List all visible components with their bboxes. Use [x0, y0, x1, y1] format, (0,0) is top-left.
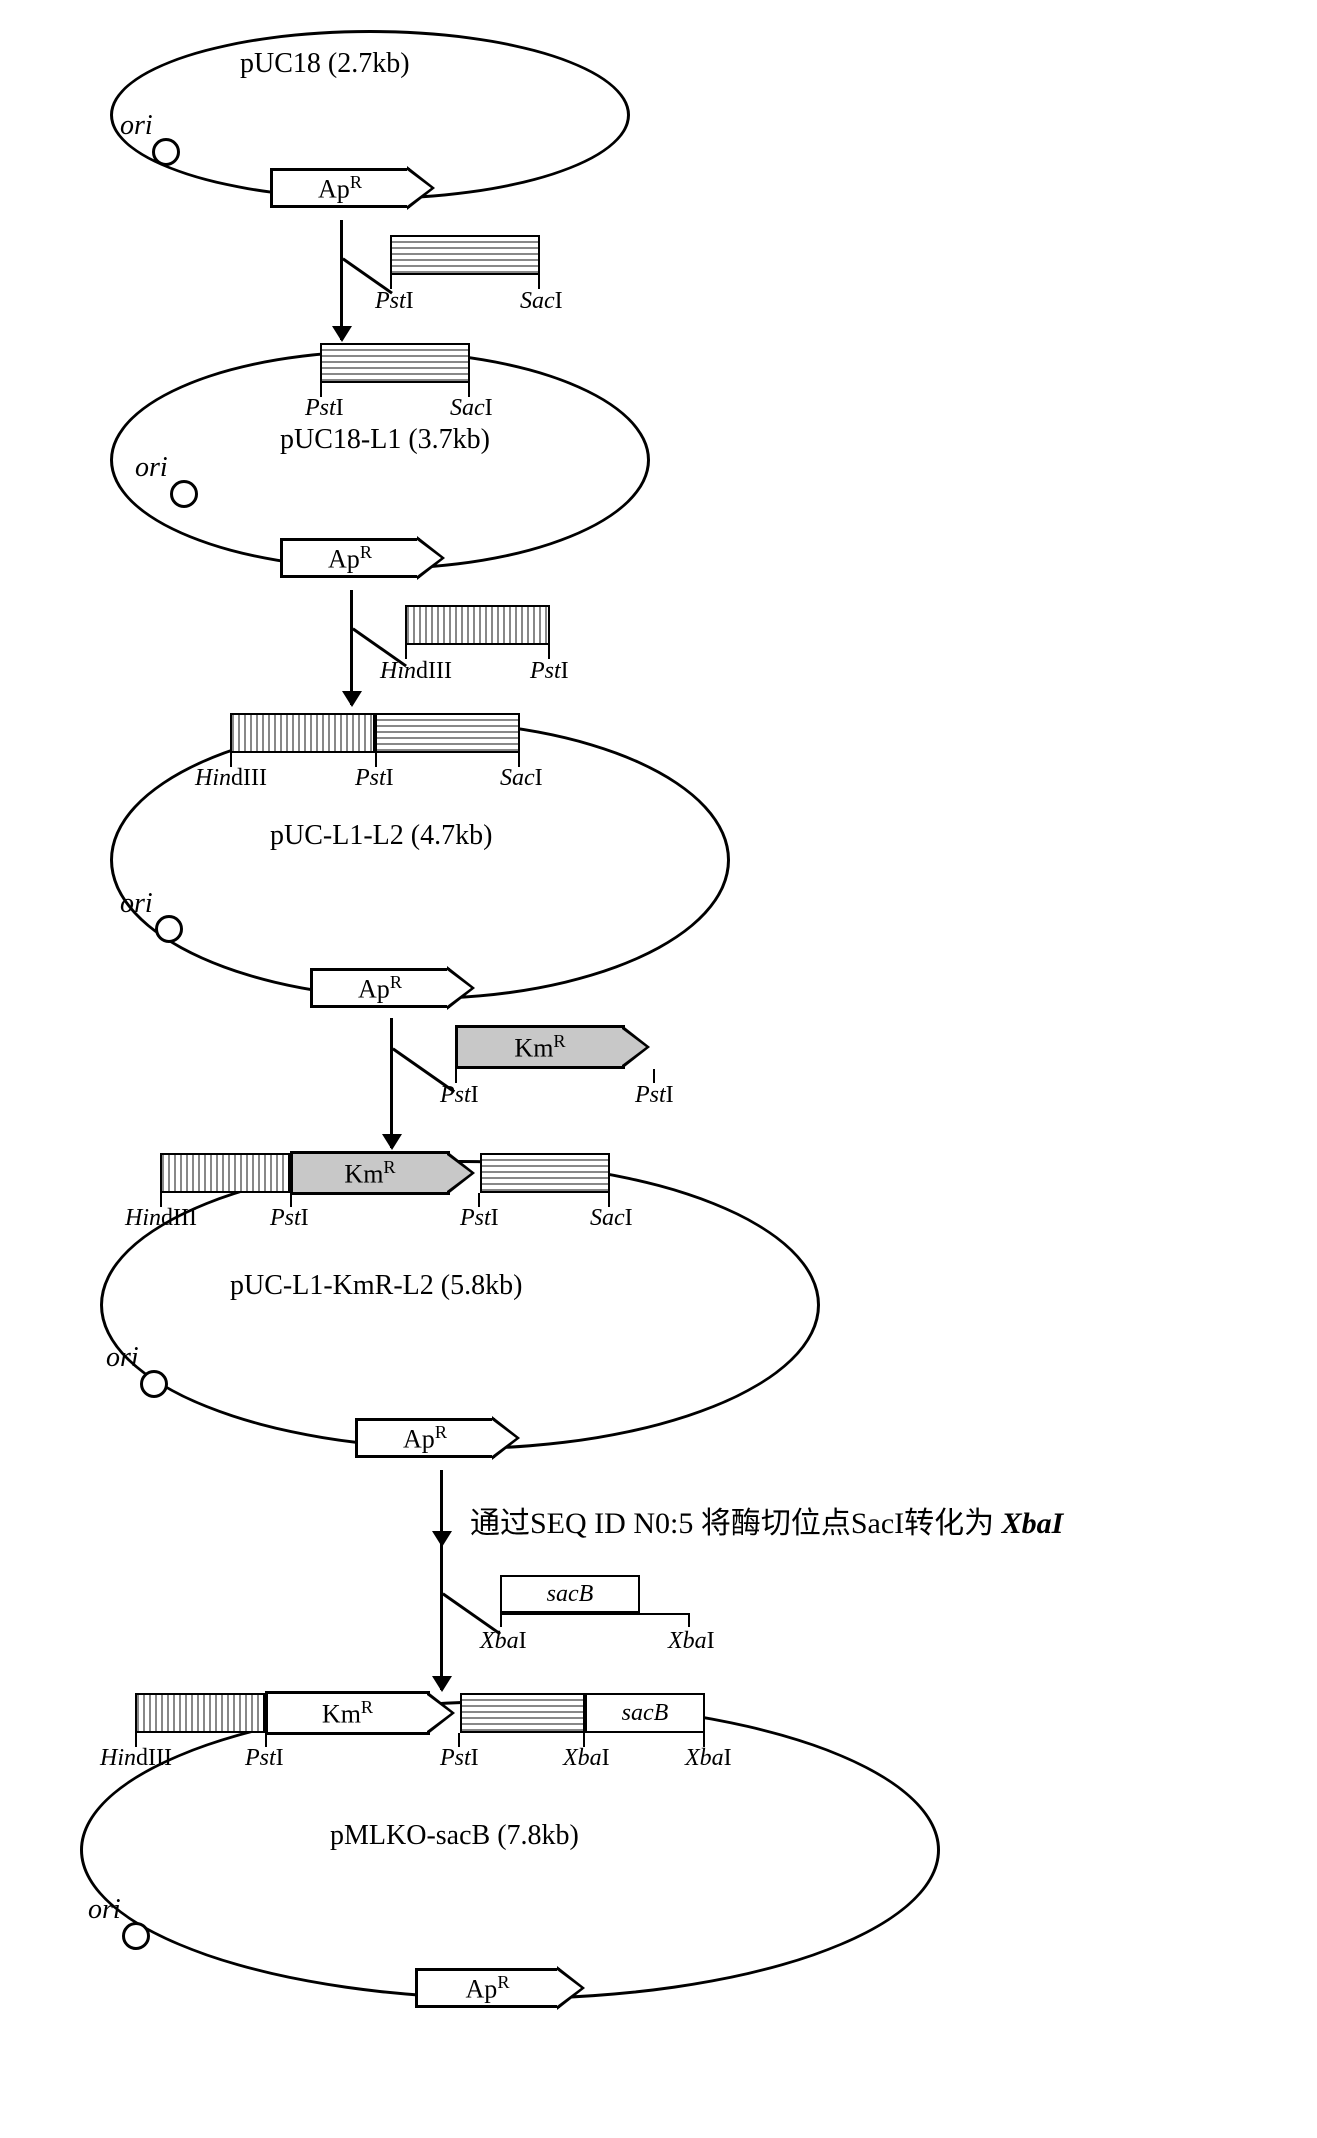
puc18l1-siteR: SacI [450, 395, 493, 422]
puc18l1-siteL: PstI [305, 395, 344, 422]
insert-l1 [390, 235, 540, 275]
p5-site4: XbaI [563, 1745, 610, 1772]
insert4-left: XbaI [480, 1628, 527, 1655]
ori-circle-5 [122, 1922, 150, 1950]
plasmid-puc-l1l2 [110, 720, 730, 1000]
ori-circle-1 [152, 138, 180, 166]
insert1-left: PstI [375, 288, 414, 315]
insert-sacb: sacB [500, 1575, 640, 1613]
p3-site3: SacI [500, 765, 543, 792]
insert3-left: PstI [440, 1082, 479, 1109]
l1-in-p3 [375, 713, 520, 753]
p5-site1: HindIII [100, 1745, 172, 1772]
insert4-right: XbaI [668, 1628, 715, 1655]
p3-site1: HindIII [195, 765, 267, 792]
arrow-2to3 [350, 590, 353, 705]
plasmid-puc-l1kmrl2 [100, 1160, 820, 1450]
puc18l1-name: pUC18-L1 (3.7kb) [280, 424, 490, 456]
apr-arrow-5: ApR [415, 1968, 560, 2008]
apr-arrow-1: ApR [270, 168, 410, 208]
insert2-left: HindIII [380, 658, 452, 685]
convert-text: 通过SEQ ID N0:5 将酶切位点SacI转化为 XbaI [470, 1498, 1063, 1542]
arrow-1to2 [340, 220, 343, 340]
ori-label-2: ori [135, 452, 168, 484]
ori-label-1: ori [120, 110, 153, 142]
p4-site4: SacI [590, 1205, 633, 1232]
l2-in-p3 [230, 713, 375, 753]
arrow-convert [440, 1470, 443, 1545]
arrow-3to4 [390, 1018, 393, 1148]
insert2-right: PstI [530, 658, 569, 685]
ori-label-5: ori [88, 1894, 121, 1926]
ori-circle-4 [140, 1370, 168, 1398]
p3-name: pUC-L1-L2 (4.7kb) [270, 820, 492, 852]
arrow-4to5 [440, 1545, 443, 1690]
insert-kmr: KmR [455, 1025, 625, 1069]
sacb-in-p5: sacB [585, 1693, 705, 1733]
kmr-in-p5: KmR [265, 1691, 430, 1735]
insert-l2 [405, 605, 550, 645]
apr-arrow-4: ApR [355, 1418, 495, 1458]
l2-in-p5 [135, 1693, 265, 1733]
l1-in-plasmid [320, 343, 470, 383]
apr-arrow-3: ApR [310, 968, 450, 1008]
p4-site2: PstI [270, 1205, 309, 1232]
p4-site1: HindIII [125, 1205, 197, 1232]
apr-arrow-2: ApR [280, 538, 420, 578]
l1-in-p4 [480, 1153, 610, 1193]
ori-circle-3 [155, 915, 183, 943]
p5-site5: XbaI [685, 1745, 732, 1772]
p4-name: pUC-L1-KmR-L2 (5.8kb) [230, 1270, 522, 1302]
ori-circle-2 [170, 480, 198, 508]
insert1-right: SacI [520, 288, 563, 315]
plasmid-construction-diagram: pUC18 (2.7kb) ori ApR PstI SacI PstI Sac… [20, 20, 1317, 2118]
p5-name: pMLKO-sacB (7.8kb) [330, 1820, 579, 1852]
kmr-in-p4: KmR [290, 1151, 450, 1195]
l2-in-p4 [160, 1153, 290, 1193]
puc18-name: pUC18 (2.7kb) [240, 48, 410, 80]
plasmid-puc18-l1 [110, 350, 650, 570]
ori-label-4: ori [106, 1342, 139, 1374]
l1-in-p5 [460, 1693, 585, 1733]
p5-site3: PstI [440, 1745, 479, 1772]
p5-site2: PstI [245, 1745, 284, 1772]
p4-site3: PstI [460, 1205, 499, 1232]
p3-site2: PstI [355, 765, 394, 792]
insert3-right: PstI [635, 1082, 674, 1109]
ori-label-3: ori [120, 888, 153, 920]
